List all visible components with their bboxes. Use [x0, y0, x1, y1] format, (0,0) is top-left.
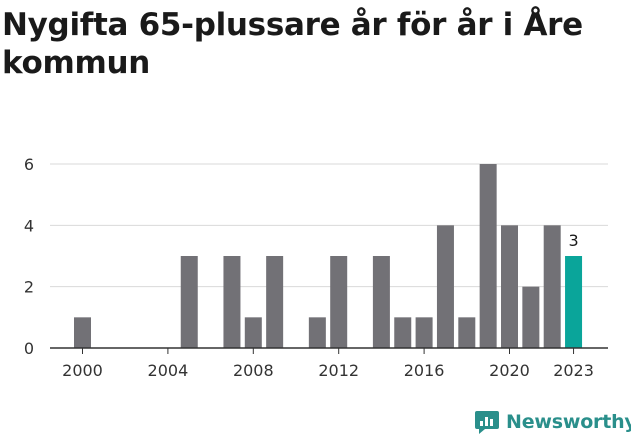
y-tick-labels: 0 2 4 6 [24, 155, 34, 358]
bar [223, 256, 241, 348]
x-tick-label: 2016 [404, 361, 445, 380]
x-tick-label: 2023 [553, 361, 594, 380]
data-label: 3 [568, 231, 578, 250]
x-ticks: 2000 2004 2008 2012 2016 2020 2023 [62, 348, 594, 380]
bar [543, 225, 561, 348]
y-tick-label: 0 [24, 339, 34, 358]
y-tick-label: 4 [24, 216, 34, 235]
newsworthy-logo[interactable]: Newsworthy [474, 405, 631, 439]
chart-title: Nygifta 65-plussare år för år i Åre komm… [2, 7, 583, 81]
brand-name: Newsworthy [506, 411, 631, 433]
y-grid [50, 163, 608, 288]
bars [74, 164, 583, 348]
bar [394, 317, 412, 348]
bar [565, 256, 583, 348]
bar [415, 317, 433, 348]
bar [458, 317, 476, 348]
y-tick-label: 2 [24, 278, 34, 297]
x-tick-label: 2008 [233, 361, 274, 380]
newsworthy-logo-icon [475, 411, 499, 434]
bar [244, 317, 262, 348]
bar [501, 225, 518, 348]
data-labels: 3 [568, 231, 578, 250]
bar [266, 256, 284, 348]
x-tick-label: 2000 [62, 361, 103, 380]
bar [436, 225, 454, 348]
bar [522, 286, 540, 348]
y-tick-label: 6 [24, 155, 34, 174]
bar [74, 317, 91, 348]
bar [479, 164, 497, 348]
x-tick-label: 2004 [148, 361, 189, 380]
bar [372, 256, 390, 348]
bar [330, 256, 348, 348]
bar-chart: 0 2 4 6 3 2000 2004 2008 2012 2016 2020 2023 [24, 155, 608, 380]
bar [180, 256, 198, 348]
bar [308, 317, 326, 348]
x-tick-label: 2020 [489, 361, 530, 380]
x-tick-label: 2012 [318, 361, 359, 380]
